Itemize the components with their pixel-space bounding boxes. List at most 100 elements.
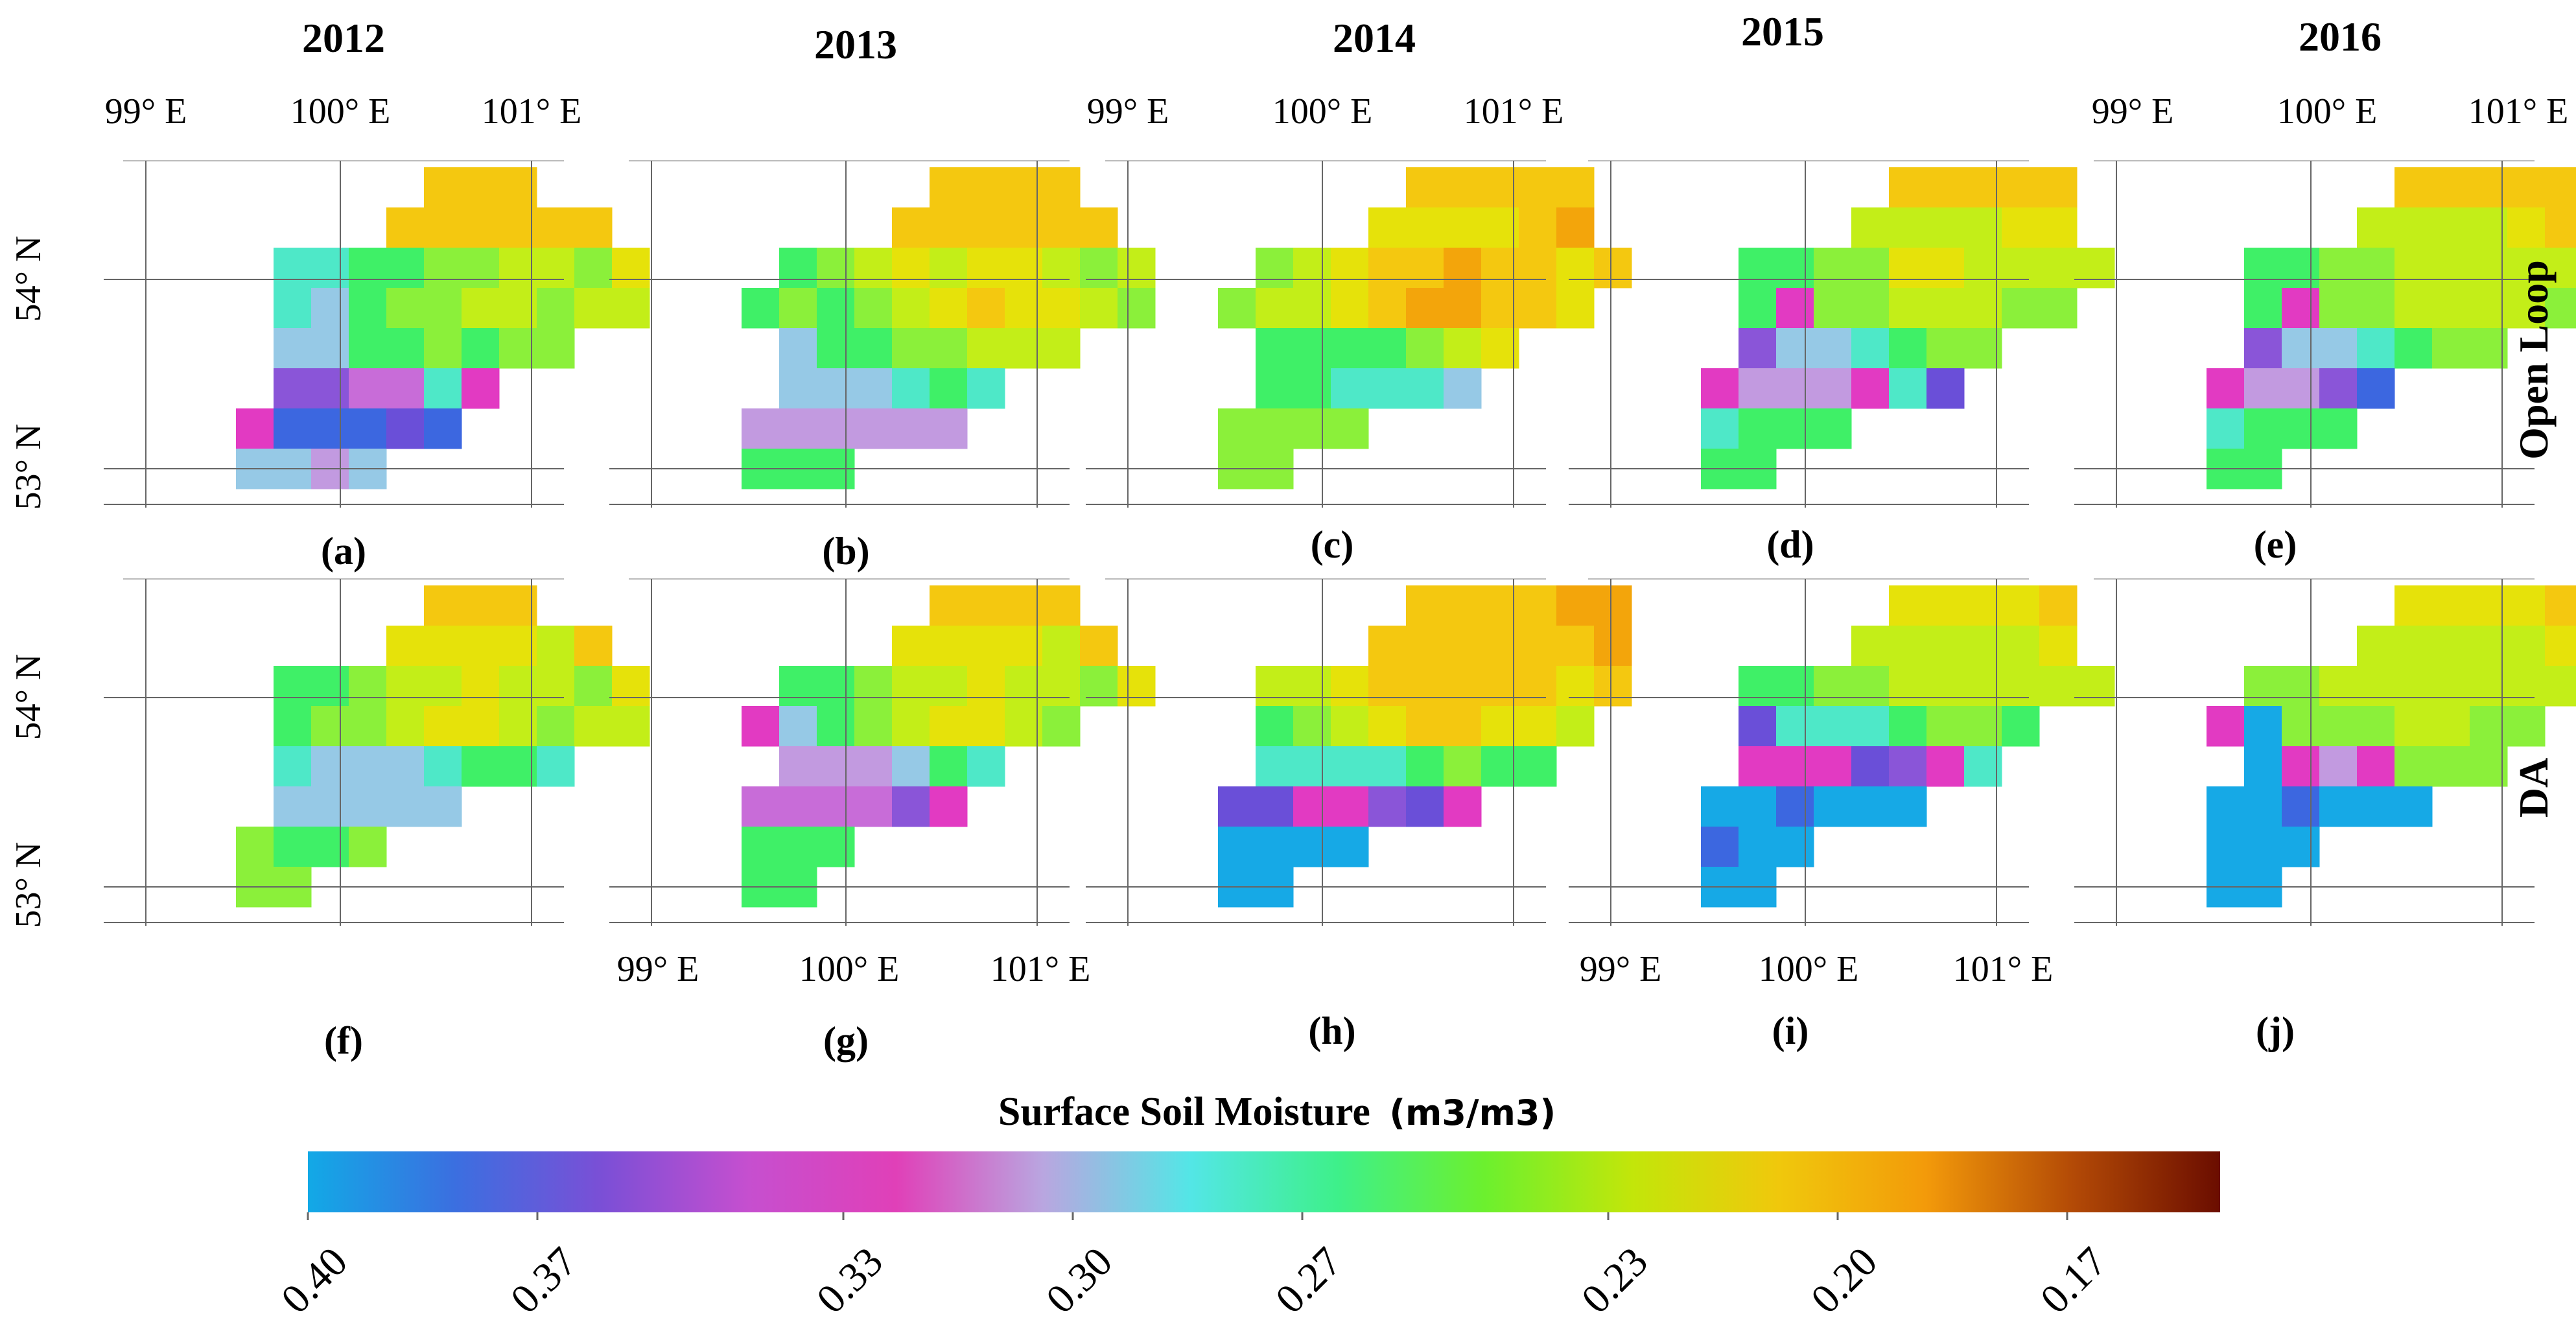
soil-moisture-cell bbox=[1406, 585, 1444, 626]
soil-moisture-cell bbox=[1739, 408, 1777, 449]
soil-moisture-cell bbox=[817, 666, 855, 707]
soil-moisture-cell bbox=[1042, 585, 1081, 626]
soil-moisture-cell bbox=[2470, 167, 2508, 208]
panel-label-h: (h) bbox=[1308, 1009, 1355, 1052]
lat-label-53-top: 53° N bbox=[8, 424, 49, 510]
soil-moisture-cell bbox=[1776, 666, 1814, 707]
soil-moisture-cell bbox=[386, 666, 425, 707]
lon-label-100-i: 100° E bbox=[1759, 949, 1859, 989]
lat-label-54-top: 54° N bbox=[8, 236, 49, 322]
soil-moisture-cell bbox=[930, 368, 968, 409]
soil-moisture-cell bbox=[386, 248, 425, 288]
soil-moisture-cell bbox=[1406, 706, 1444, 747]
soil-moisture-cell bbox=[817, 746, 855, 787]
soil-moisture-cell bbox=[1005, 328, 1043, 369]
soil-moisture-cell bbox=[930, 167, 968, 208]
soil-moisture-cell bbox=[1556, 666, 1595, 707]
soil-moisture-cell bbox=[2002, 706, 2040, 747]
soil-moisture-cell bbox=[386, 207, 425, 248]
soil-moisture-cell bbox=[2432, 207, 2470, 248]
soil-moisture-cell bbox=[499, 626, 537, 666]
soil-moisture-cell bbox=[892, 666, 930, 707]
soil-moisture-cell bbox=[1814, 706, 1852, 747]
soil-moisture-cell bbox=[1444, 328, 1482, 369]
soil-moisture-cell bbox=[574, 666, 613, 707]
lon-label-99-g: 99° E bbox=[617, 949, 699, 989]
soil-moisture-cell bbox=[1519, 706, 1557, 747]
soil-moisture-cell bbox=[1889, 786, 1927, 827]
soil-moisture-cell bbox=[1444, 706, 1482, 747]
soil-moisture-cell bbox=[2077, 666, 2115, 707]
soil-moisture-cell bbox=[1776, 408, 1814, 449]
lon-label-101-a: 101° E bbox=[482, 91, 582, 132]
soil-moisture-cell bbox=[2002, 666, 2040, 707]
soil-moisture-cell bbox=[462, 207, 500, 248]
soil-moisture-cell bbox=[1814, 328, 1852, 369]
soil-moisture-cell bbox=[930, 585, 968, 626]
soil-moisture-cell bbox=[930, 706, 968, 747]
lon-label-99-a: 99° E bbox=[105, 91, 187, 132]
soil-moisture-cell bbox=[1293, 368, 1331, 409]
soil-moisture-cell bbox=[2002, 585, 2040, 626]
soil-moisture-cell bbox=[2282, 328, 2320, 369]
soil-moisture-cell bbox=[967, 368, 1005, 409]
soil-moisture-cell bbox=[1406, 328, 1444, 369]
soil-moisture-cell bbox=[854, 368, 893, 409]
panel-label-d: (d) bbox=[1766, 523, 1814, 566]
soil-moisture-cell bbox=[2507, 207, 2546, 248]
soil-moisture-cell bbox=[779, 328, 817, 369]
soil-moisture-cell bbox=[1964, 585, 2002, 626]
soil-moisture-cell bbox=[2244, 827, 2282, 867]
soil-moisture-cell bbox=[2470, 626, 2508, 666]
colorbar-title: Surface Soil Moisture (m3/m3) bbox=[998, 1090, 1556, 1134]
soil-moisture-cell bbox=[892, 408, 930, 449]
soil-moisture-cell bbox=[1444, 585, 1482, 626]
soil-moisture-cell bbox=[424, 368, 462, 409]
map-panels bbox=[104, 160, 2576, 926]
lon-label-101-i: 101° E bbox=[1953, 949, 2054, 989]
soil-moisture-cell bbox=[1964, 328, 2002, 369]
soil-moisture-cell bbox=[462, 746, 500, 787]
soil-moisture-cell bbox=[499, 248, 537, 288]
map-panel-h bbox=[1086, 578, 1632, 926]
soil-moisture-cell bbox=[1851, 328, 1890, 369]
soil-moisture-cell bbox=[1556, 248, 1595, 288]
soil-moisture-cell bbox=[274, 368, 312, 409]
soil-moisture-cell bbox=[1851, 248, 1890, 288]
soil-moisture-cell bbox=[1851, 288, 1890, 329]
soil-moisture-cell bbox=[1889, 585, 1927, 626]
soil-moisture-cell bbox=[612, 288, 650, 329]
soil-moisture-cell bbox=[1739, 706, 1777, 747]
soil-moisture-cell bbox=[2282, 786, 2320, 827]
soil-moisture-cell bbox=[499, 207, 537, 248]
soil-moisture-cell bbox=[311, 827, 349, 867]
soil-moisture-cell bbox=[1331, 288, 1369, 329]
soil-moisture-cell bbox=[1005, 167, 1043, 208]
soil-moisture-cell bbox=[1889, 368, 1927, 409]
soil-moisture-cell bbox=[892, 288, 930, 329]
soil-moisture-cell bbox=[1444, 666, 1482, 707]
soil-moisture-cell bbox=[2545, 248, 2576, 288]
soil-moisture-cell bbox=[1964, 248, 2002, 288]
colorbar-tick-label: 0.40 bbox=[272, 1238, 356, 1322]
soil-moisture-cell bbox=[2282, 706, 2320, 747]
soil-moisture-cell bbox=[1444, 786, 1482, 827]
soil-moisture-cell bbox=[1776, 746, 1814, 787]
soil-moisture-cell bbox=[1519, 207, 1557, 248]
soil-moisture-cell bbox=[1556, 626, 1595, 666]
soil-moisture-cell bbox=[2244, 248, 2282, 288]
soil-moisture-cell bbox=[537, 288, 575, 329]
soil-moisture-cell bbox=[930, 746, 968, 787]
soil-moisture-cell bbox=[1256, 248, 1294, 288]
soil-moisture-cell bbox=[817, 408, 855, 449]
soil-moisture-cell bbox=[574, 626, 613, 666]
soil-moisture-cell bbox=[236, 408, 274, 449]
soil-moisture-cell bbox=[2545, 207, 2576, 248]
soil-moisture-cell bbox=[424, 626, 462, 666]
soil-moisture-cell bbox=[311, 746, 349, 787]
soil-moisture-cell bbox=[1739, 328, 1777, 369]
soil-moisture-cell bbox=[1889, 207, 1927, 248]
soil-moisture-cell bbox=[537, 706, 575, 747]
soil-moisture-cell bbox=[424, 746, 462, 787]
lon-label-101-c: 101° E bbox=[1464, 91, 1564, 132]
